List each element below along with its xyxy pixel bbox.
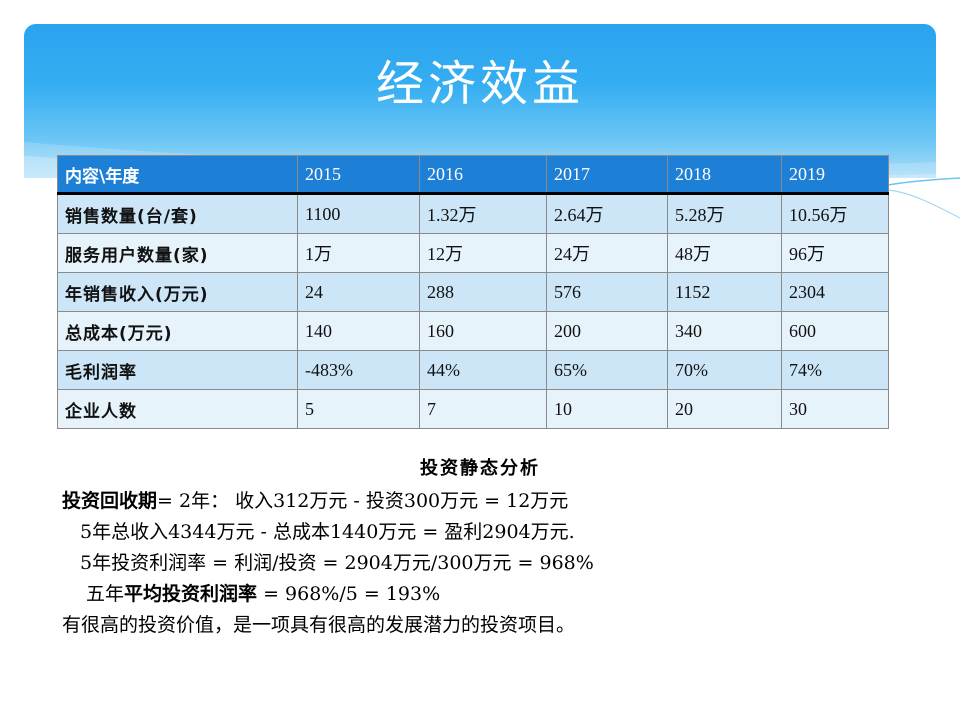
table-cell: 2.64万 [546,193,668,234]
year-header: 2018 [667,155,782,195]
table-cell: 10 [546,389,668,429]
table-cell: 12万 [419,233,547,273]
year-header: 2016 [419,155,547,195]
year-header: 2019 [781,155,889,195]
table-cell: 7 [419,389,547,429]
year-header: 2017 [546,155,668,195]
row-label: 毛利润率 [57,350,298,390]
table-cell: 1.32万 [419,193,547,234]
conclusion-line: 有很高的投资价值，是一项具有很高的发展潜力的投资项目。 [62,614,576,636]
average-roi-prefix: 五年 [86,583,125,605]
row-label: 销售数量(台/套) [57,193,298,234]
table-cell: 70% [667,350,782,390]
table-cell: 65% [546,350,668,390]
table-cell: 24万 [546,233,668,273]
table-row: 企业人数 5 7 10 20 30 [57,389,889,429]
table-cell: -483% [297,350,420,390]
row-label: 总成本(万元) [57,311,298,351]
five-year-roi-line: 5年投资利润率 = 利润/投资 = 2904万元/300万元 = 968% [80,552,594,574]
average-roi-line: 五年平均投资利润率 = 968%/5 = 193% [86,579,440,606]
table-cell: 200 [546,311,668,351]
row-label: 年销售收入(万元) [57,272,298,312]
table-row: 年销售收入(万元) 24 288 576 1152 2304 [57,272,889,312]
payback-period-line: 投资回收期= 2年： 收入312万元 - 投资300万元 = 12万元 [62,486,568,513]
five-year-profit-line: 5年总收入4344万元 - 总成本1440万元 = 盈利2904万元. [80,521,575,543]
table-row: 销售数量(台/套) 1100 1.32万 2.64万 5.28万 10.56万 [57,193,889,234]
table-cell: 74% [781,350,889,390]
table-cell: 576 [546,272,668,312]
table-cell: 1152 [667,272,782,312]
analysis-heading: 投资静态分析 [420,458,540,479]
row-label: 服务用户数量(家) [57,233,298,273]
table-cell: 1100 [297,193,420,234]
table-header-row: 内容\年度 2015 2016 2017 2018 2019 [57,155,889,195]
table-cell: 48万 [667,233,782,273]
table-cell: 288 [419,272,547,312]
table-cell: 340 [667,311,782,351]
table-corner-header: 内容\年度 [57,155,298,195]
average-roi-label: 平均投资利润率 [124,583,258,605]
table-row: 总成本(万元) 140 160 200 340 600 [57,311,889,351]
payback-period-text: = 2年： 收入312万元 - 投资300万元 = 12万元 [157,490,569,512]
table-cell: 1万 [297,233,420,273]
table-cell: 5 [297,389,420,429]
row-label: 企业人数 [57,389,298,429]
table-cell: 96万 [781,233,889,273]
table-cell: 30 [781,389,889,429]
payback-period-label: 投资回收期 [62,490,158,512]
table-row: 毛利润率 -483% 44% 65% 70% 74% [57,350,889,390]
table-cell: 24 [297,272,420,312]
table-cell: 44% [419,350,547,390]
table-cell: 160 [419,311,547,351]
table-cell: 140 [297,311,420,351]
economic-benefit-table: 内容\年度 2015 2016 2017 2018 2019 销售数量(台/套)… [57,155,889,429]
table-cell: 5.28万 [667,193,782,234]
slide-title: 经济效益 [375,56,584,112]
table-cell: 20 [667,389,782,429]
table-row: 服务用户数量(家) 1万 12万 24万 48万 96万 [57,233,889,273]
average-roi-text: = 968%/5 = 193% [257,583,441,605]
table-cell: 600 [781,311,889,351]
table-cell: 10.56万 [781,193,889,234]
year-header: 2015 [297,155,420,195]
table-cell: 2304 [781,272,889,312]
